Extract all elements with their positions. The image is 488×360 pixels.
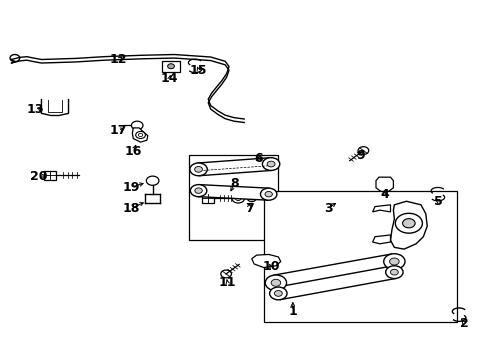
Text: 1: 1 bbox=[288, 305, 297, 318]
Bar bbox=[162, 61, 180, 72]
Circle shape bbox=[265, 275, 286, 291]
Circle shape bbox=[264, 192, 272, 197]
Polygon shape bbox=[197, 158, 271, 176]
Circle shape bbox=[385, 266, 402, 279]
Bar bbox=[44, 171, 56, 180]
Polygon shape bbox=[372, 235, 390, 244]
Circle shape bbox=[266, 161, 274, 167]
Polygon shape bbox=[372, 205, 390, 212]
Circle shape bbox=[379, 180, 389, 187]
Text: 5: 5 bbox=[433, 195, 441, 208]
Circle shape bbox=[195, 188, 202, 193]
Text: 19: 19 bbox=[122, 181, 139, 194]
Polygon shape bbox=[390, 201, 427, 249]
Text: 6: 6 bbox=[254, 152, 263, 165]
Text: 20: 20 bbox=[30, 170, 48, 183]
Text: 4: 4 bbox=[380, 188, 388, 201]
Text: 15: 15 bbox=[189, 64, 207, 77]
Circle shape bbox=[402, 219, 414, 228]
Text: 16: 16 bbox=[124, 145, 142, 158]
Circle shape bbox=[136, 131, 145, 139]
Circle shape bbox=[131, 121, 142, 130]
Text: 11: 11 bbox=[219, 276, 236, 289]
Circle shape bbox=[270, 279, 280, 286]
Text: 13: 13 bbox=[27, 103, 44, 116]
Text: 2: 2 bbox=[459, 317, 468, 330]
Text: 3: 3 bbox=[323, 202, 332, 215]
Circle shape bbox=[383, 254, 404, 269]
Text: 14: 14 bbox=[161, 72, 178, 85]
Polygon shape bbox=[273, 254, 396, 291]
Polygon shape bbox=[132, 128, 147, 142]
Text: 12: 12 bbox=[110, 53, 127, 66]
Polygon shape bbox=[276, 266, 396, 300]
Circle shape bbox=[194, 166, 202, 172]
Text: 9: 9 bbox=[355, 149, 364, 162]
Circle shape bbox=[274, 291, 282, 296]
Circle shape bbox=[190, 185, 206, 197]
Polygon shape bbox=[251, 255, 280, 267]
Text: 10: 10 bbox=[262, 260, 279, 273]
Bar bbox=[264, 191, 456, 322]
Circle shape bbox=[247, 195, 256, 202]
Circle shape bbox=[262, 158, 279, 170]
Text: 7: 7 bbox=[244, 202, 253, 215]
Circle shape bbox=[260, 188, 276, 200]
Polygon shape bbox=[198, 185, 269, 200]
Circle shape bbox=[394, 213, 422, 233]
Text: 18: 18 bbox=[122, 202, 139, 215]
Bar bbox=[188, 155, 278, 240]
Circle shape bbox=[146, 176, 159, 185]
Circle shape bbox=[269, 287, 286, 300]
Circle shape bbox=[189, 163, 207, 176]
Circle shape bbox=[389, 269, 397, 275]
Circle shape bbox=[231, 194, 244, 203]
Circle shape bbox=[389, 258, 398, 265]
Bar bbox=[202, 194, 214, 203]
Text: 17: 17 bbox=[109, 124, 126, 137]
Circle shape bbox=[261, 258, 271, 266]
Circle shape bbox=[167, 64, 174, 69]
Polygon shape bbox=[375, 177, 393, 192]
Text: 8: 8 bbox=[230, 177, 239, 190]
